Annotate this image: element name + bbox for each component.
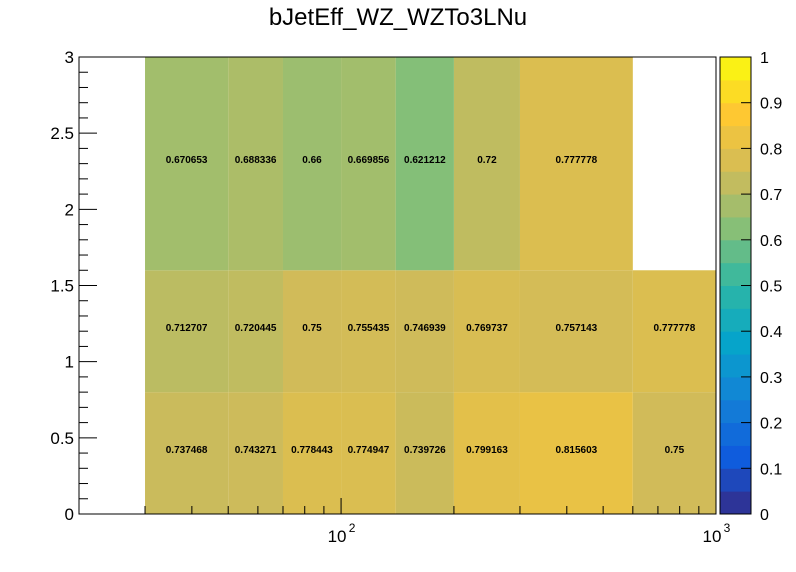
- cell-value-label: 0.75: [302, 323, 322, 334]
- colorbar-band: [720, 468, 751, 492]
- colorbar-band: [720, 285, 751, 309]
- cell-value-label: 0.777778: [654, 323, 696, 334]
- cell-value-label: 0.739726: [404, 445, 446, 456]
- cell-value-label: 0.688336: [235, 155, 277, 166]
- x-tick-exponent: 3: [724, 521, 731, 535]
- heatmap-cell: [282, 57, 342, 271]
- y-tick-label: 2.5: [50, 124, 74, 143]
- heatmap-cells: [145, 57, 716, 514]
- colorbar-band: [720, 491, 751, 515]
- cell-value-label: 0.712707: [166, 323, 208, 334]
- colorbar-band: [720, 194, 751, 218]
- cell-value-label: 0.769737: [466, 323, 508, 334]
- cell-value-label: 0.755435: [348, 323, 390, 334]
- colorbar-tick-label: 0.8: [760, 141, 782, 158]
- y-tick-label: 2: [65, 200, 74, 219]
- heatmap-cell: [228, 392, 283, 514]
- colorbar-tick-label: 0.1: [760, 461, 782, 478]
- colorbar-band: [720, 376, 751, 401]
- heatmap-cell: [341, 270, 396, 393]
- heatmap-cell: [145, 57, 229, 271]
- colorbar-band: [720, 125, 751, 149]
- heatmap-cell: [145, 392, 229, 514]
- heatmap-cell: [519, 392, 633, 514]
- heatmap-cell: [453, 57, 520, 271]
- x-tick-label: 10: [703, 527, 722, 546]
- x-tick-label: 10: [328, 527, 347, 546]
- cell-value-label: 0.778443: [291, 445, 333, 456]
- heatmap-cell: [395, 270, 454, 393]
- heatmap-cell: [145, 270, 229, 393]
- cell-value-label: 0.746939: [404, 323, 446, 334]
- cell-value-label: 0.720445: [235, 323, 277, 334]
- y-tick-label: 3: [65, 48, 74, 67]
- y-tick-label: 0.5: [50, 429, 74, 448]
- colorbar-tick-label: 0.6: [760, 233, 782, 250]
- colorbar-tick-label: 0: [760, 507, 769, 524]
- heatmap-cell: [519, 270, 633, 393]
- colorbar-tick-label: 0.7: [760, 187, 782, 204]
- y-tick-label: 0: [65, 505, 74, 524]
- y-axis: 0 0.5 1 1.5 2 2.5 3: [50, 48, 97, 524]
- y-tick-label: 1: [65, 353, 74, 372]
- heatmap-cell: [632, 270, 716, 393]
- heatmap-cell: [632, 392, 716, 514]
- heatmap-cell: [282, 392, 342, 514]
- heatmap-cell: [228, 270, 283, 393]
- cell-value-label: 0.743271: [235, 445, 277, 456]
- colorbar-band: [720, 422, 751, 446]
- x-tick-exponent: 2: [349, 521, 356, 535]
- heatmap-cell: [519, 57, 633, 271]
- colorbar-tick-label: 0.2: [760, 416, 782, 433]
- colorbar-band: [720, 171, 751, 195]
- heatmap-cell: [453, 270, 520, 393]
- heatmap-cell: [341, 392, 396, 514]
- colorbar-band: [720, 354, 751, 378]
- x-axis: 10 2 10 3: [78, 498, 731, 546]
- colorbar-tick-label: 0.4: [760, 324, 782, 341]
- heatmap-cell: [228, 57, 283, 271]
- colorbar-tick-label: 1: [760, 50, 769, 67]
- cell-value-label: 0.66: [302, 155, 322, 166]
- cell-value-label: 0.72: [477, 155, 497, 166]
- heatmap-cell: [395, 392, 454, 514]
- heatmap-cell: [341, 57, 396, 271]
- cell-value-label: 0.737468: [166, 445, 208, 456]
- colorbar-band: [720, 239, 751, 264]
- cell-value-label: 0.777778: [556, 155, 598, 166]
- colorbar-tick-label: 0.5: [760, 279, 782, 296]
- colorbar-band: [720, 102, 751, 127]
- colorbar-band: [720, 216, 751, 241]
- colorbar-band: [720, 331, 751, 355]
- colorbar-band: [720, 262, 751, 286]
- cell-value-label: 0.799163: [466, 445, 508, 456]
- cell-value-label: 0.669856: [348, 155, 390, 166]
- colorbar-band: [720, 308, 751, 332]
- colorbar-band: [720, 79, 751, 104]
- cell-value-label: 0.815603: [556, 445, 598, 456]
- heatmap-cell: [282, 270, 342, 393]
- colorbar-tick-label: 0.3: [760, 370, 782, 387]
- cell-value-labels: 0.737468 0.743271 0.778443 0.774947 0.739726…: [166, 155, 696, 456]
- cell-value-label: 0.774947: [348, 445, 390, 456]
- colorbar-band: [720, 148, 751, 172]
- heatmap-cell: [395, 57, 454, 271]
- y-tick-label: 1.5: [50, 277, 74, 296]
- cell-value-label: 0.621212: [404, 155, 446, 166]
- cell-value-label: 0.757143: [556, 323, 598, 334]
- colorbar-tick-label: 0.9: [760, 96, 782, 113]
- colorbar-band: [720, 399, 751, 424]
- heatmap-cell: [453, 392, 520, 514]
- colorbar-band: [720, 57, 751, 81]
- chart-title: bJetEff_WZ_WZTo3LNu: [268, 4, 528, 31]
- color-scale-bar: 0 0.1 0.2 0.3 0.4 0.5 0.6 0.7 0.8 0.9 1: [719, 50, 782, 524]
- colorbar-band: [720, 445, 751, 469]
- cell-value-label: 0.75: [665, 445, 685, 456]
- cell-value-label: 0.670653: [166, 155, 208, 166]
